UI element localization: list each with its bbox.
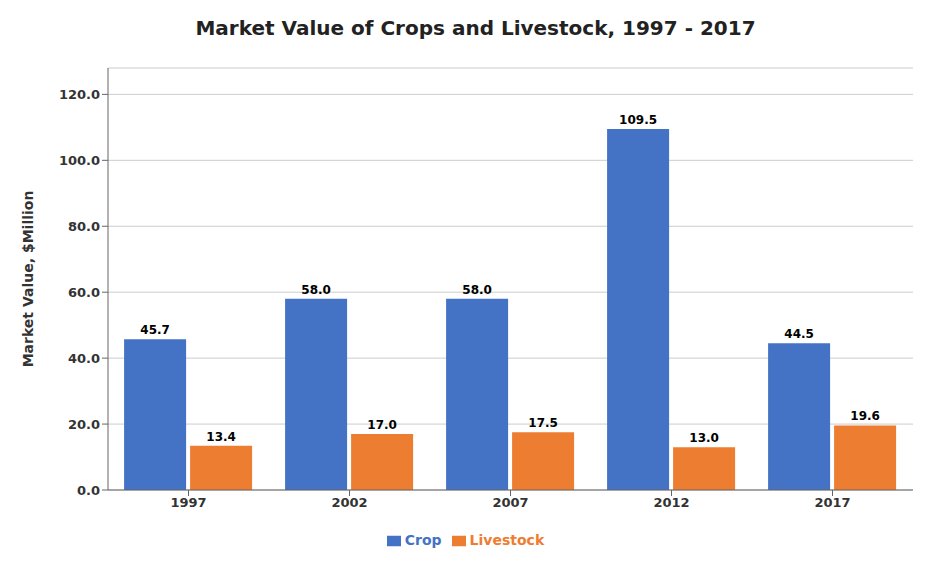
html-text:Livestock: Livestock <box>469 532 545 548</box>
svg-text:13.4: 13.4 <box>206 430 236 444</box>
svg-text:80.0: 80.0 <box>68 219 100 234</box>
svg-text:2002: 2002 <box>331 495 367 510</box>
svg-text:2017: 2017 <box>814 495 850 510</box>
svg-text:60.0: 60.0 <box>68 285 100 300</box>
svg-text:Market Value, $Million: Market Value, $Million <box>20 191 36 368</box>
svg-text:40.0: 40.0 <box>68 351 100 366</box>
svg-text:2007: 2007 <box>492 495 528 510</box>
svg-text:13.0: 13.0 <box>689 431 719 445</box>
html-text:Crop: Crop <box>404 532 442 548</box>
svg-text:44.5: 44.5 <box>784 327 814 341</box>
svg-text:17.5: 17.5 <box>528 416 558 430</box>
html-text:Market Value of Crops and Live: Market Value of Crops and Livestock, 199… <box>195 16 756 40</box>
svg-text:19.6: 19.6 <box>850 409 880 423</box>
svg-text:0.0: 0.0 <box>77 483 100 498</box>
svg-text:17.0: 17.0 <box>367 418 397 432</box>
svg-text:100.0: 100.0 <box>59 153 100 168</box>
svg-text:109.5: 109.5 <box>619 113 657 127</box>
svg-text:58.0: 58.0 <box>462 283 492 297</box>
svg-text:1997: 1997 <box>170 495 206 510</box>
svg-text:20.0: 20.0 <box>68 417 100 432</box>
svg-text:45.7: 45.7 <box>140 323 170 337</box>
svg-text:2012: 2012 <box>653 495 689 510</box>
svg-text:120.0: 120.0 <box>59 87 100 102</box>
svg-text:58.0: 58.0 <box>301 283 331 297</box>
